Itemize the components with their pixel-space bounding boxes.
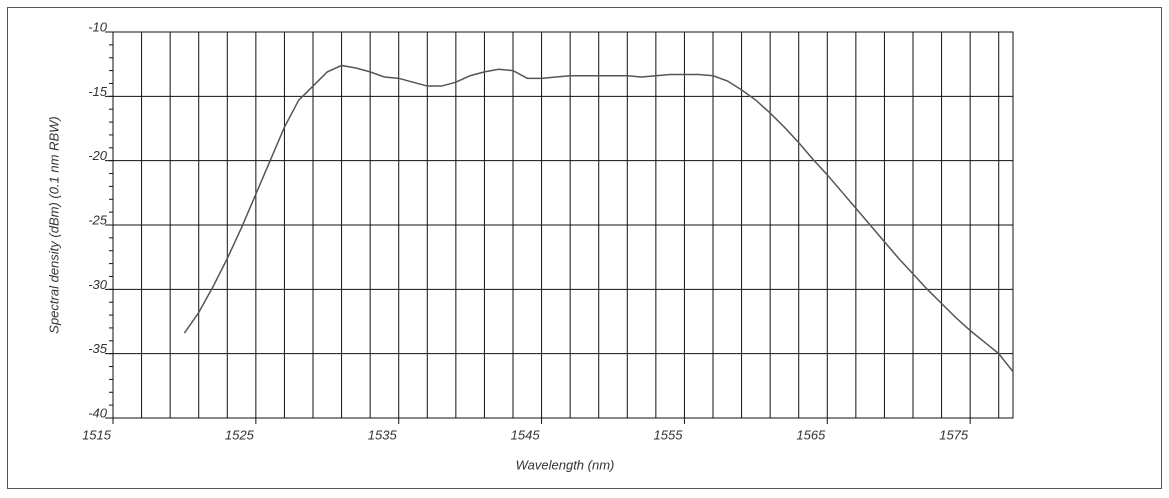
y-tick-label: -35: [88, 341, 108, 356]
plot-frame: [112, 31, 1014, 419]
figure-border: [7, 7, 1162, 489]
y-tick-label: -20: [88, 148, 108, 163]
x-tick-label: 1545: [511, 427, 541, 442]
y-tick-label: -25: [88, 212, 108, 227]
y-tick-label: -40: [88, 405, 108, 420]
x-tick-label: 1525: [225, 427, 255, 442]
y-tick-label: -10: [88, 19, 108, 34]
x-tick-label: 1515: [82, 427, 112, 442]
y-tick-label: -30: [88, 277, 108, 292]
x-tick-label: 1555: [654, 427, 684, 442]
x-tick-label: 1535: [368, 427, 398, 442]
series-line: [183, 64, 1014, 373]
y-axis-label: Spectral density (dBm) (0.1 nm RBW): [46, 116, 61, 333]
x-tick-label: 1575: [939, 427, 969, 442]
y-tick-label: -15: [88, 84, 108, 99]
x-axis-label: Wavelength (nm): [516, 457, 615, 472]
x-tick-label: 1565: [796, 427, 826, 442]
